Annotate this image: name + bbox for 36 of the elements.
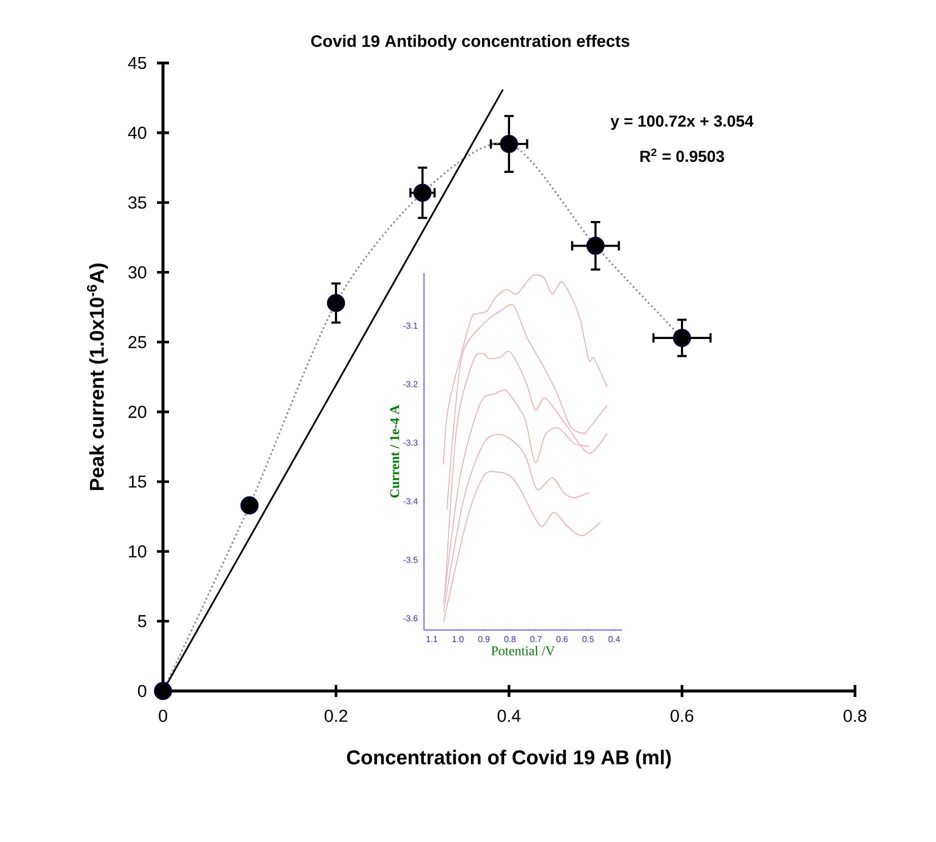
y-tick-label: -3.1 [403,322,418,329]
x-axis-title: Concentration of Covid 19 AB (ml) [347,750,671,768]
x-tick-label: 0.6 [556,636,568,642]
y-tick-label: 10 [128,545,146,558]
chart-title: Covid 19 Antibody concentration effects [311,34,630,50]
x-tick-label: 0.4 [608,636,620,642]
y-tick-label: -3.2 [403,381,418,388]
x-tick-label: 0.6 [670,710,694,722]
y-tick-label: 30 [128,266,146,278]
y-tick-label: 15 [128,476,146,488]
x-tick-label: 0.2 [324,710,348,722]
y-axis-title: Current / 1e-4 A [390,404,400,498]
y-tick-label: 0 [138,684,146,698]
y-tick-label: -3.6 [403,615,418,622]
x-axis-title: Potential /V [491,646,555,656]
y-tick-label: 40 [128,126,146,139]
y-tick-label: 20 [128,406,146,418]
y-tick-label: -3.3 [403,440,418,446]
annotation: y = 100.72x + 3.054 [610,115,754,130]
y-tick-label: 45 [128,56,146,70]
x-tick-label: 1.0 [452,636,464,642]
x-tick-label: 0.8 [504,636,516,642]
x-tick-label: 1.1 [426,636,438,642]
y-tick-label: 5 [138,615,146,628]
x-tick-label: 0 [158,710,168,722]
x-tick-label: 0.8 [844,710,866,722]
y-axis-title: Peak current (1.0x10$^{-6}$A) [86,264,108,490]
y-tick-label: 25 [128,336,146,348]
x-tick-label: 0.5 [582,636,594,642]
y-tick-label: 35 [128,196,146,209]
y-tick-label: -3.5 [403,556,418,563]
x-tick-label: 0.9 [478,636,490,642]
x-tick-label: 0.7 [530,636,542,642]
x-tick-label: 0.4 [498,710,521,722]
y-tick-label: -3.4 [403,498,418,504]
annotation: R$^{2}$ = 0.9503 [640,148,724,162]
